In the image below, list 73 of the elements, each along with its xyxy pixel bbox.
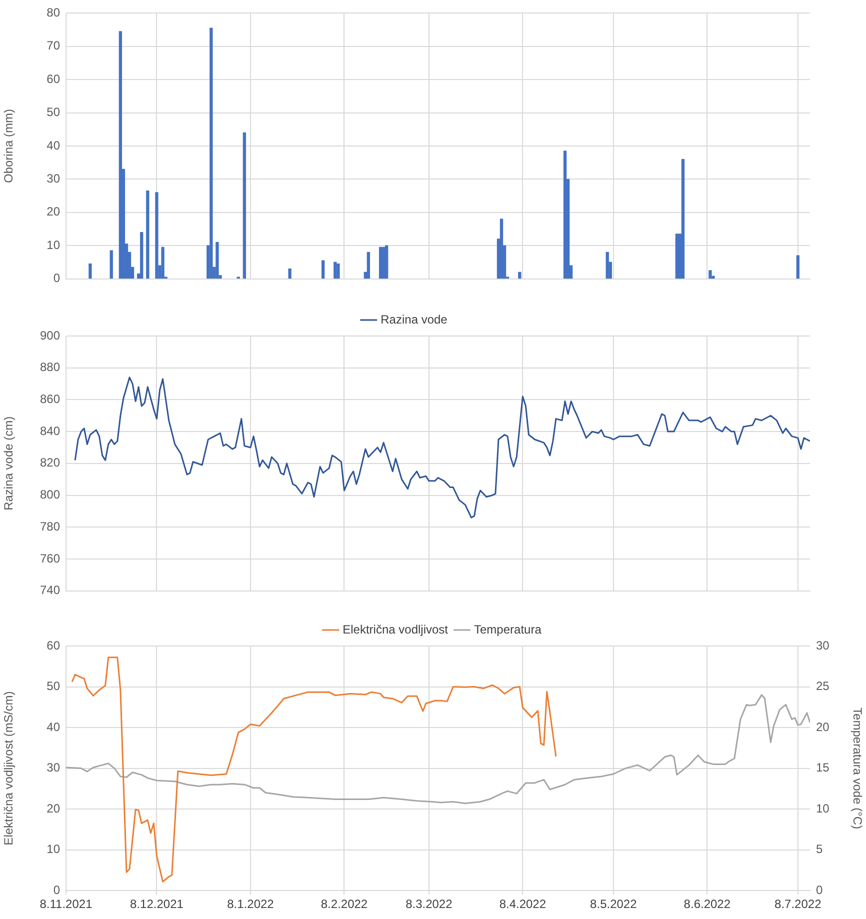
bar: [385, 245, 388, 279]
bar: [675, 234, 679, 279]
x-tick-label: 8.6.2022: [684, 897, 731, 912]
bar: [155, 192, 158, 279]
y-tick-label: 80: [46, 6, 60, 20]
x-tick-label: 8.4.2022: [499, 897, 546, 912]
y-tick-label: 30: [46, 760, 60, 775]
y-tick-label: 60: [46, 72, 60, 86]
y-tick-label: 800: [40, 488, 60, 502]
y-tick-label: 880: [40, 360, 60, 374]
y-tick-label: 740: [40, 583, 60, 598]
bar: [334, 262, 337, 279]
y-tick-label: 70: [46, 38, 60, 53]
bar: [161, 246, 164, 279]
y2-tick-label: 20: [816, 720, 830, 734]
bar: [378, 246, 382, 279]
y2-tick-label: 5: [816, 842, 823, 856]
y-tick-label: 0: [53, 882, 60, 897]
legend-label: Električna vodljivost: [342, 622, 449, 636]
x-tick-label: 8.1.2022: [227, 897, 274, 912]
y-tick-label: 60: [46, 638, 60, 652]
y-tick-label: 840: [40, 424, 60, 438]
y2-tick-label: 15: [816, 760, 830, 775]
y-tick-label: 40: [46, 138, 60, 152]
y-tick-label: 20: [46, 801, 60, 816]
y2-axis-title: Temperatura vode (°C): [850, 708, 864, 830]
bar: [288, 268, 292, 279]
y2-tick-label: 0: [816, 882, 823, 897]
y-tick-label: 50: [46, 105, 60, 120]
x-tick-label: 8.3.2022: [406, 897, 453, 912]
bar: [500, 218, 504, 279]
y2-tick-label: 10: [816, 801, 830, 816]
bar: [366, 252, 370, 279]
x-tick-label: 8.2.2022: [320, 897, 368, 912]
legend-label: Temperatura: [474, 622, 542, 636]
bar: [563, 150, 567, 279]
y-axis-title: Električna vodljivost (mS/cm): [2, 691, 16, 846]
bar: [681, 158, 685, 279]
x-tick-label: 8.11.2021: [40, 897, 93, 912]
y-tick-label: 0: [53, 271, 60, 286]
y-tick-label: 860: [40, 392, 60, 406]
bar: [518, 272, 522, 279]
y-axis-title: Oborina (mm): [2, 108, 16, 184]
y-tick-label: 50: [46, 679, 60, 694]
bar: [242, 132, 246, 279]
bar: [110, 250, 113, 279]
y-tick-label: 900: [40, 328, 60, 342]
y-tick-label: 820: [40, 456, 60, 470]
y-tick-label: 760: [40, 551, 60, 566]
bar: [796, 255, 800, 279]
bar: [140, 232, 144, 279]
bar: [216, 242, 219, 279]
y-tick-label: 10: [46, 842, 60, 856]
x-tick-label: 8.12.2021: [130, 897, 184, 912]
bar: [321, 260, 325, 279]
y2-tick-label: 25: [816, 679, 830, 694]
x-tick-label: 8.7.2022: [774, 897, 822, 912]
y-tick-label: 30: [46, 172, 60, 186]
bar: [88, 264, 92, 279]
bar: [336, 264, 340, 279]
bar: [146, 190, 150, 279]
y2-tick-label: 30: [816, 638, 830, 652]
bar: [606, 252, 609, 279]
bar: [210, 28, 213, 279]
bar: [708, 270, 712, 279]
y-tick-label: 20: [46, 204, 60, 219]
y-tick-label: 10: [46, 238, 60, 252]
y-axis-title: Razina vode (cm): [2, 416, 16, 510]
y-tick-label: 40: [46, 720, 60, 734]
x-tick-label: 8.5.2022: [590, 897, 638, 912]
legend-label: Razina vode: [380, 312, 448, 326]
y-tick-label: 780: [40, 519, 60, 534]
bar: [118, 31, 122, 279]
